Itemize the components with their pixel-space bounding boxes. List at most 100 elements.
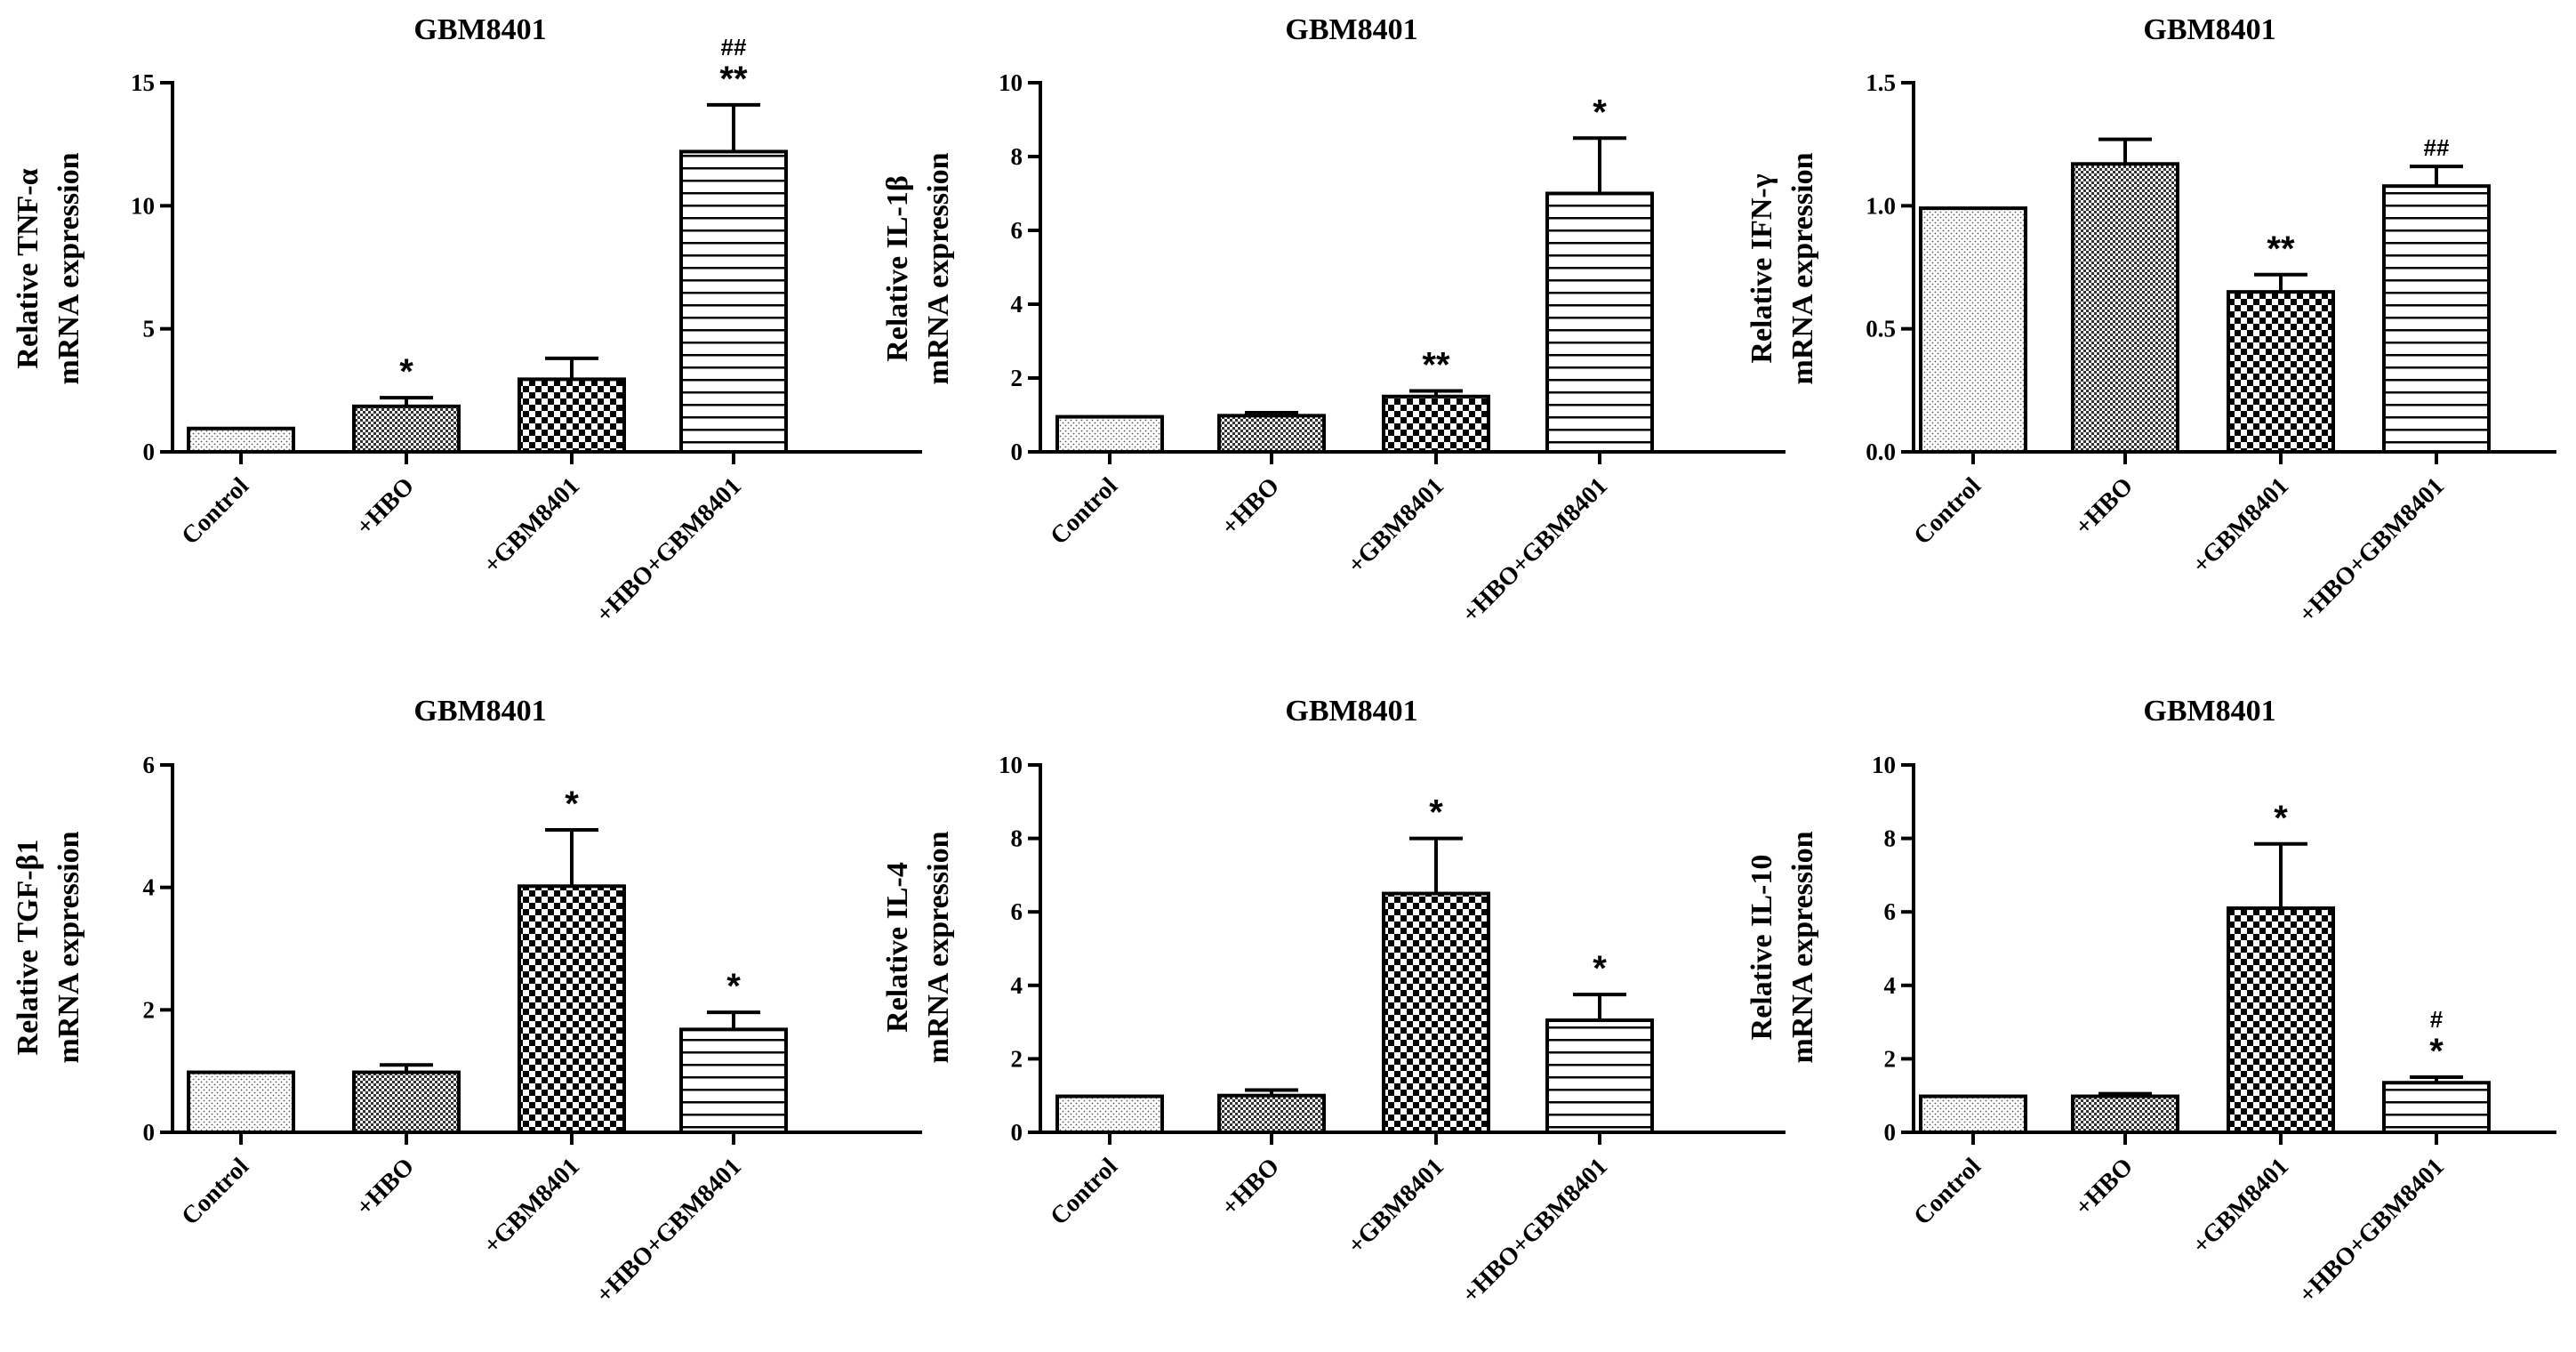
- y-tick-label: 0: [1011, 1119, 1023, 1146]
- y-tick-label: 8: [1011, 825, 1023, 852]
- bar: [1382, 891, 1490, 1134]
- category-label: +GBM8401: [478, 1153, 585, 1259]
- significance-marker: *: [399, 352, 413, 391]
- bar: [2071, 162, 2179, 455]
- y-axis-label-line1: Relative IL-10: [1745, 855, 1778, 1041]
- significance-marker: *: [1593, 949, 1607, 988]
- category-label: +HBO+GBM8401: [1457, 472, 1613, 628]
- significance-marker: *: [1429, 793, 1443, 833]
- significance-marker: *: [2274, 799, 2288, 838]
- bar: [1919, 206, 2027, 454]
- bar: [1545, 1018, 1654, 1135]
- y-axis-label-line1: Relative TGF-β1: [12, 840, 44, 1056]
- y-tick-label: 2: [1884, 1045, 1897, 1072]
- y-axis-label-line1: Relative IFN-γ: [1745, 173, 1778, 363]
- category-label: +GBM8401: [478, 472, 585, 579]
- chart-panel-tgf-beta1: GBM8401 Relative TGF-β1 mRNA expression 0 2 4…: [12, 695, 922, 1308]
- bar: [518, 377, 626, 454]
- y-tick-label: 1.0: [1866, 192, 1896, 219]
- bar: [2227, 906, 2335, 1134]
- category-label: +GBM8401: [2187, 1153, 2294, 1259]
- y-tick-label: 6: [1884, 898, 1897, 925]
- y-tick-label: 0: [1884, 1119, 1897, 1146]
- y-tick-label: 2: [1011, 365, 1023, 391]
- category-label: +HBO: [1216, 472, 1285, 541]
- y-tick-label: 0: [1011, 439, 1023, 465]
- y-tick-label: 5: [143, 316, 156, 342]
- chart-panel-il-10: GBM8401 Relative IL-10 mRNA expression 0 2 4 6…: [1745, 695, 2556, 1308]
- y-tick-label: 8: [1884, 825, 1897, 852]
- chart-title: GBM8401: [1285, 695, 1417, 728]
- bar: [1382, 394, 1490, 454]
- significance-marker: *: [565, 785, 579, 824]
- category-label: +GBM8401: [1343, 472, 1449, 579]
- category-label: +HBO+GBM8401: [591, 472, 747, 628]
- bar: [2071, 1094, 2179, 1134]
- bar: [187, 426, 295, 455]
- category-label: Control: [176, 472, 254, 551]
- y-axis-label: Relative IL-1β mRNA expression: [881, 152, 955, 384]
- y-tick-label: 0: [143, 1119, 156, 1146]
- significance-marker: *: [726, 967, 741, 1006]
- category-label: Control: [1045, 1153, 1123, 1231]
- y-tick-label: 6: [1011, 217, 1023, 244]
- chart-title: GBM8401: [413, 13, 546, 46]
- category-label: +HBO+GBM8401: [2294, 1153, 2450, 1308]
- bar: [1545, 191, 1654, 454]
- significance-marker: *: [2429, 1032, 2444, 1071]
- y-axis-label: Relative IFN-γ mRNA expression: [1745, 152, 1819, 384]
- bar: [1217, 1093, 1326, 1134]
- y-axis-label-line1: Relative TNF-α: [12, 168, 44, 368]
- y-tick-label: 4: [1011, 972, 1023, 999]
- bar: [1055, 1094, 1164, 1134]
- y-tick-label: 2: [1011, 1045, 1023, 1072]
- y-axis-label-line2: mRNA expression: [922, 152, 955, 384]
- category-label: Control: [176, 1153, 254, 1231]
- chart-title: GBM8401: [413, 695, 546, 728]
- category-label: +HBO: [351, 1153, 420, 1221]
- y-axis-label-line2: mRNA expression: [922, 831, 955, 1063]
- y-tick-label: 1.5: [1866, 69, 1896, 96]
- y-axis-label-line2: mRNA expression: [1786, 152, 1819, 384]
- chart-panel-ifn-gamma: GBM8401 Relative IFN-γ mRNA expression 0.0 0…: [1745, 13, 2556, 628]
- chart-panel-il-4: GBM8401 Relative IL-4 mRNA expression 0 2 4 6 8…: [881, 695, 1786, 1308]
- chart-panel-tnf-alpha: GBM8401 Relative TNF-α mRNA expression 0 5 10…: [12, 13, 922, 628]
- y-tick-label: 2: [143, 996, 156, 1023]
- y-axis-label: Relative TNF-α mRNA expression: [12, 152, 85, 384]
- bar: [1919, 1094, 2027, 1134]
- y-tick-label: 8: [1011, 143, 1023, 170]
- category-label: +HBO+GBM8401: [2294, 472, 2450, 628]
- bar: [187, 1070, 295, 1134]
- bar: [518, 884, 626, 1134]
- category-label: Control: [1045, 472, 1123, 551]
- y-tick-label: 10: [999, 752, 1023, 778]
- y-tick-label: 6: [1011, 898, 1023, 925]
- chart-panel-il-1beta: GBM8401 Relative IL-1β mRNA expression 0 2 4 6…: [881, 13, 1786, 628]
- chart-title: GBM8401: [2143, 13, 2275, 46]
- y-tick-label: 10: [131, 192, 155, 219]
- y-axis-label: Relative TGF-β1 mRNA expression: [12, 831, 85, 1063]
- category-label: Control: [1908, 472, 1986, 551]
- y-axis-label-line2: mRNA expression: [1786, 831, 1819, 1063]
- y-axis-label-line1: Relative IL-4: [881, 862, 914, 1033]
- significance-marker: **: [719, 60, 748, 99]
- y-axis-label-line2: mRNA expression: [52, 831, 85, 1063]
- category-label: Control: [1908, 1153, 1986, 1231]
- significance-marker: **: [1422, 346, 1450, 385]
- category-label: +GBM8401: [2187, 472, 2294, 579]
- secondary-significance-marker: ##: [2424, 134, 2450, 161]
- bar: [2227, 290, 2335, 454]
- chart-title: GBM8401: [2143, 695, 2275, 728]
- y-tick-label: 0.0: [1866, 439, 1896, 465]
- y-tick-label: 4: [1884, 972, 1897, 999]
- category-label: +HBO+GBM8401: [1457, 1153, 1613, 1308]
- y-tick-label: 0: [143, 439, 156, 465]
- bar: [1217, 414, 1326, 454]
- y-tick-label: 15: [131, 69, 155, 96]
- bar: [679, 1027, 788, 1134]
- category-label: +HBO: [351, 472, 420, 541]
- y-axis-label-line1: Relative IL-1β: [881, 175, 914, 362]
- category-label: +HBO+GBM8401: [591, 1153, 747, 1308]
- bar: [2382, 1081, 2491, 1134]
- category-label: +HBO: [2070, 472, 2139, 541]
